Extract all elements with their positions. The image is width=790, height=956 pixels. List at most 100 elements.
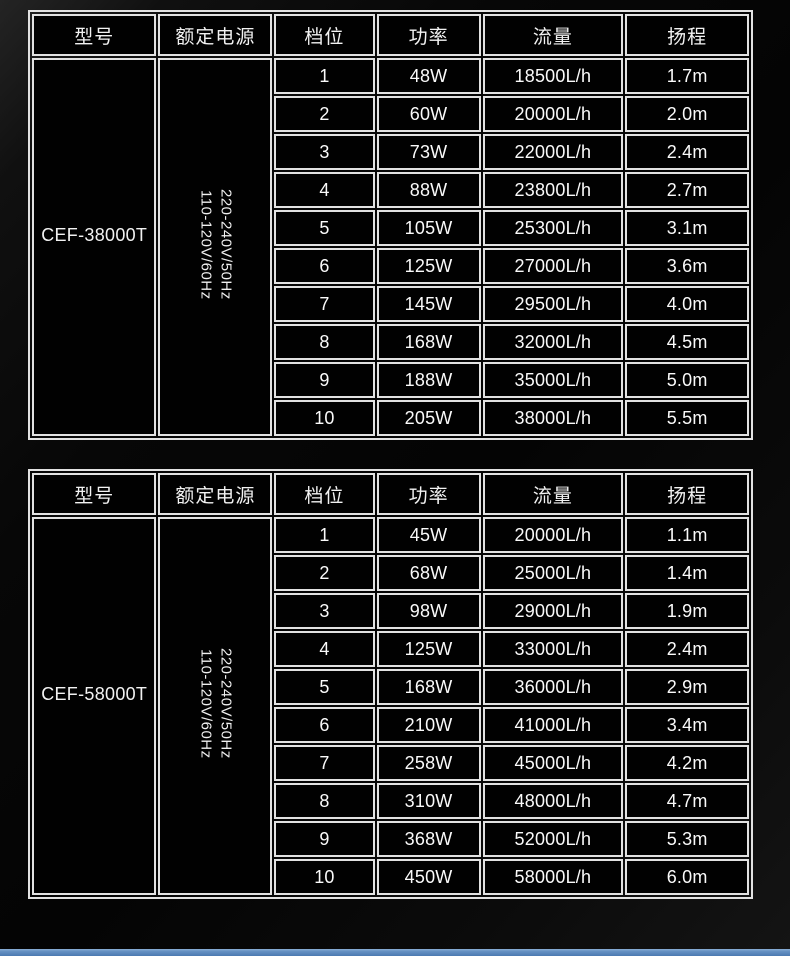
rated-power-supply-cell: 220-240V/50Hz 110-120V/60Hz <box>158 58 273 436</box>
flow-value-cell: 20000L/h <box>482 517 624 553</box>
header-head: 扬程 <box>625 14 749 56</box>
header-head: 扬程 <box>625 473 749 515</box>
power-value-cell: 125W <box>376 631 481 667</box>
header-flow: 流量 <box>482 14 624 56</box>
spec-table-body: CEF-38000T 220-240V/50Hz 110-120V/60Hz 1 48W… <box>32 58 749 436</box>
gear-value-cell: 5 <box>274 669 375 705</box>
gear-value-cell: 7 <box>274 745 375 781</box>
head-value-cell: 6.0m <box>625 859 749 895</box>
head-value-cell: 1.7m <box>625 58 749 94</box>
spec-table-cef-58000t: 型号 额定电源 档位 功率 流量 扬程 CEF-58000T 220-240V/5… <box>28 469 753 899</box>
power-value-cell: 168W <box>376 669 481 705</box>
head-value-cell: 4.2m <box>625 745 749 781</box>
table-row: 3 98W 29000L/h 1.9m <box>32 593 749 629</box>
header-power: 功率 <box>376 473 481 515</box>
spec-table-cef-38000t: 型号 额定电源 档位 功率 流量 扬程 CEF-38000T 220-240V/5… <box>28 10 753 440</box>
header-model: 型号 <box>32 14 157 56</box>
table-row: 9 188W 35000L/h 5.0m <box>32 362 749 398</box>
head-value-cell: 1.4m <box>625 555 749 591</box>
head-value-cell: 3.4m <box>625 707 749 743</box>
flow-value-cell: 45000L/h <box>482 745 624 781</box>
power-value-cell: 48W <box>376 58 481 94</box>
power-value-cell: 205W <box>376 400 481 436</box>
power-value-cell: 368W <box>376 821 481 857</box>
power-value-cell: 168W <box>376 324 481 360</box>
flow-value-cell: 29000L/h <box>482 593 624 629</box>
power-supply-line: 220-240V/50Hz <box>217 648 235 759</box>
header-row: 型号 额定电源 档位 功率 流量 扬程 <box>32 14 749 56</box>
head-value-cell: 4.5m <box>625 324 749 360</box>
model-cell: CEF-58000T <box>32 517 157 895</box>
head-value-cell: 4.0m <box>625 286 749 322</box>
header-gear: 档位 <box>274 14 375 56</box>
header-flow: 流量 <box>482 473 624 515</box>
model-label: CEF-58000T <box>41 683 148 704</box>
power-value-cell: 68W <box>376 555 481 591</box>
spec-table-header: 型号 额定电源 档位 功率 流量 扬程 <box>32 473 749 515</box>
model-label: CEF-38000T <box>41 224 148 245</box>
head-value-cell: 5.3m <box>625 821 749 857</box>
table-row: 8 310W 48000L/h 4.7m <box>32 783 749 819</box>
flow-value-cell: 48000L/h <box>482 783 624 819</box>
header-rated-power-supply: 额定电源 <box>158 473 273 515</box>
header-rated-power-supply: 额定电源 <box>158 14 273 56</box>
flow-value-cell: 25300L/h <box>482 210 624 246</box>
flow-value-cell: 23800L/h <box>482 172 624 208</box>
gear-value-cell: 5 <box>274 210 375 246</box>
table-row: 9 368W 52000L/h 5.3m <box>32 821 749 857</box>
head-value-cell: 2.4m <box>625 631 749 667</box>
table-row: 6 125W 27000L/h 3.6m <box>32 248 749 284</box>
flow-value-cell: 25000L/h <box>482 555 624 591</box>
flow-value-cell: 35000L/h <box>482 362 624 398</box>
gear-value-cell: 9 <box>274 821 375 857</box>
header-model: 型号 <box>32 473 157 515</box>
gear-value-cell: 3 <box>274 134 375 170</box>
flow-value-cell: 20000L/h <box>482 96 624 132</box>
flow-value-cell: 33000L/h <box>482 631 624 667</box>
bottom-accent-bar <box>0 949 790 956</box>
power-value-cell: 105W <box>376 210 481 246</box>
table-row: 5 168W 36000L/h 2.9m <box>32 669 749 705</box>
table-row: 3 73W 22000L/h 2.4m <box>32 134 749 170</box>
gear-value-cell: 3 <box>274 593 375 629</box>
table-row: 7 145W 29500L/h 4.0m <box>32 286 749 322</box>
table-row: 7 258W 45000L/h 4.2m <box>32 745 749 781</box>
gear-value-cell: 6 <box>274 707 375 743</box>
flow-value-cell: 27000L/h <box>482 248 624 284</box>
head-value-cell: 2.0m <box>625 96 749 132</box>
power-value-cell: 188W <box>376 362 481 398</box>
head-value-cell: 5.5m <box>625 400 749 436</box>
power-value-cell: 145W <box>376 286 481 322</box>
table-row: CEF-58000T 220-240V/50Hz 110-120V/60Hz 1 45W… <box>32 517 749 895</box>
head-value-cell: 2.7m <box>625 172 749 208</box>
power-value-cell: 88W <box>376 172 481 208</box>
header-power: 功率 <box>376 14 481 56</box>
gear-value-cell: 4 <box>274 631 375 667</box>
head-value-cell: 1.1m <box>625 517 749 553</box>
gear-value-cell: 9 <box>274 362 375 398</box>
head-value-cell: 3.1m <box>625 210 749 246</box>
table-row: 10 205W 38000L/h 5.5m <box>32 400 749 436</box>
table-row: 4 125W 33000L/h 2.4m <box>32 631 749 667</box>
table-row: 10 450W 58000L/h 6.0m <box>32 859 749 895</box>
flow-value-cell: 36000L/h <box>482 669 624 705</box>
power-value-cell: 73W <box>376 134 481 170</box>
power-value-cell: 258W <box>376 745 481 781</box>
flow-value-cell: 41000L/h <box>482 707 624 743</box>
header-row: 型号 额定电源 档位 功率 流量 扬程 <box>32 473 749 515</box>
model-cell: CEF-38000T <box>32 58 157 436</box>
table-row: 2 60W 20000L/h 2.0m <box>32 96 749 132</box>
table-row: CEF-38000T 220-240V/50Hz 110-120V/60Hz 1 48W… <box>32 58 749 436</box>
table-row: 6 210W 41000L/h 3.4m <box>32 707 749 743</box>
power-supply-line: 110-120V/60Hz <box>197 648 215 759</box>
power-value-cell: 60W <box>376 96 481 132</box>
power-value-cell: 45W <box>376 517 481 553</box>
table-row: 4 88W 23800L/h 2.7m <box>32 172 749 208</box>
head-value-cell: 5.0m <box>625 362 749 398</box>
head-value-cell: 1.9m <box>625 593 749 629</box>
power-supply-line: 220-240V/50Hz <box>217 189 235 300</box>
gear-value-cell: 8 <box>274 324 375 360</box>
spec-table-body: CEF-58000T 220-240V/50Hz 110-120V/60Hz 1 45W… <box>32 517 749 895</box>
table-row: 5 105W 25300L/h 3.1m <box>32 210 749 246</box>
